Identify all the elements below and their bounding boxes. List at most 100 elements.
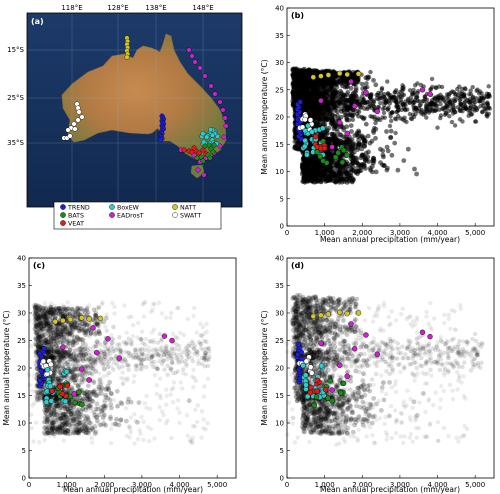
- site-swatt: [302, 116, 308, 123]
- cloud-point: [309, 170, 315, 176]
- cloud-point: [475, 87, 480, 92]
- cloud-point: [458, 97, 463, 102]
- cloud-point: [411, 101, 416, 106]
- cloud-point: [435, 125, 440, 130]
- map-tick-128e: 128°E: [107, 4, 128, 12]
- cloud-point: [66, 340, 71, 345]
- cloud-point: [308, 111, 314, 117]
- y-tick-label: 20: [275, 114, 284, 122]
- map-site-trend: [158, 137, 163, 143]
- cloud-point: [362, 115, 367, 121]
- cloud-point: [371, 77, 376, 83]
- cloud-point: [400, 85, 405, 91]
- cloud-point: [124, 418, 129, 424]
- cloud-point: [325, 99, 330, 105]
- site-boxew: [320, 125, 326, 132]
- cloud-point: [415, 91, 420, 96]
- cloud-point: [384, 129, 389, 134]
- legend-entry: EADrosT: [109, 212, 144, 219]
- cloud-point: [109, 405, 114, 411]
- cloud-point: [313, 119, 319, 125]
- cloud-point: [481, 100, 486, 106]
- cloud-point: [321, 85, 327, 90]
- cloud-point: [348, 138, 353, 144]
- cloud-point: [346, 174, 352, 179]
- cloud-point: [346, 178, 352, 184]
- cloud-point: [380, 152, 386, 158]
- cloud-point: [345, 146, 351, 152]
- map-site-eadrost: [197, 65, 203, 71]
- cloud-point: [350, 177, 356, 183]
- panel-label: (b): [291, 11, 304, 20]
- cloud-point: [384, 167, 390, 173]
- cloud-point: [364, 81, 369, 86]
- site-eadrost: [329, 144, 335, 150]
- legend-marker: [60, 220, 66, 226]
- y-tick-label: 10: [275, 168, 284, 176]
- site-eadrost: [318, 97, 324, 104]
- map-site-veat: [191, 145, 197, 151]
- legend-marker: [60, 204, 66, 210]
- cloud-point: [468, 88, 473, 93]
- cloud-point: [408, 116, 414, 121]
- legend-label: BoxEW: [117, 204, 140, 211]
- cloud-point: [60, 351, 65, 357]
- cloud-point: [449, 119, 455, 125]
- cloud-point: [324, 167, 330, 173]
- legend-marker: [172, 212, 178, 218]
- cloud-point: [387, 123, 393, 129]
- site-natt: [344, 71, 350, 78]
- site-eadrost: [352, 103, 358, 109]
- cloud-point: [453, 109, 458, 115]
- y-tick-label: 35: [275, 32, 284, 40]
- cloud-point: [324, 81, 329, 87]
- map-site-boxew: [204, 134, 210, 140]
- cloud-point: [332, 94, 337, 100]
- cloud-point: [369, 105, 374, 111]
- cloud-point: [401, 158, 407, 164]
- cloud-point: [338, 176, 344, 182]
- cloud-point: [378, 146, 383, 152]
- cloud-point: [351, 142, 356, 148]
- cloud-point: [322, 171, 328, 177]
- cloud-point: [418, 102, 423, 107]
- cloud-point: [295, 70, 300, 76]
- cloud-point: [486, 84, 491, 89]
- legend-box: [53, 201, 222, 230]
- cloud-point: [338, 172, 344, 178]
- cloud-point: [368, 95, 373, 100]
- cloud-point: [338, 124, 343, 130]
- cloud-point: [312, 158, 317, 164]
- map-site-swatt: [71, 121, 77, 127]
- cloud-point: [365, 100, 370, 105]
- cloud-point: [306, 91, 312, 96]
- map-site-eadrost: [221, 134, 227, 140]
- cloud-point: [186, 398, 192, 404]
- cloud-point: [432, 102, 437, 107]
- cloud-point: [396, 92, 401, 97]
- cloud-point: [300, 162, 306, 168]
- cloud-point: [332, 179, 338, 185]
- legend-marker: [109, 204, 115, 210]
- cloud-point: [378, 101, 383, 106]
- cloud-point: [474, 107, 479, 113]
- cloud-point: [407, 88, 413, 93]
- cloud-point: [336, 168, 342, 174]
- map-site-eadrost: [195, 167, 201, 173]
- legend-label: TREND: [67, 204, 90, 211]
- cloud-point: [351, 168, 357, 174]
- map-site-bats: [207, 155, 213, 161]
- cloud-point: [368, 114, 373, 119]
- map-tick-148e: 148°E: [192, 4, 213, 12]
- map-site-eadrost: [217, 99, 223, 105]
- map-site-eadrost: [189, 53, 195, 59]
- cloud-point: [325, 151, 331, 157]
- cloud-point: [469, 111, 475, 117]
- legend-entry: BoxEW: [109, 204, 140, 211]
- cloud-point: [343, 93, 348, 99]
- cloud-point: [290, 82, 296, 87]
- map-sites: [61, 35, 229, 178]
- cloud-point: [85, 383, 91, 389]
- site-bats: [333, 154, 339, 160]
- y-tick-label: 5: [280, 195, 284, 203]
